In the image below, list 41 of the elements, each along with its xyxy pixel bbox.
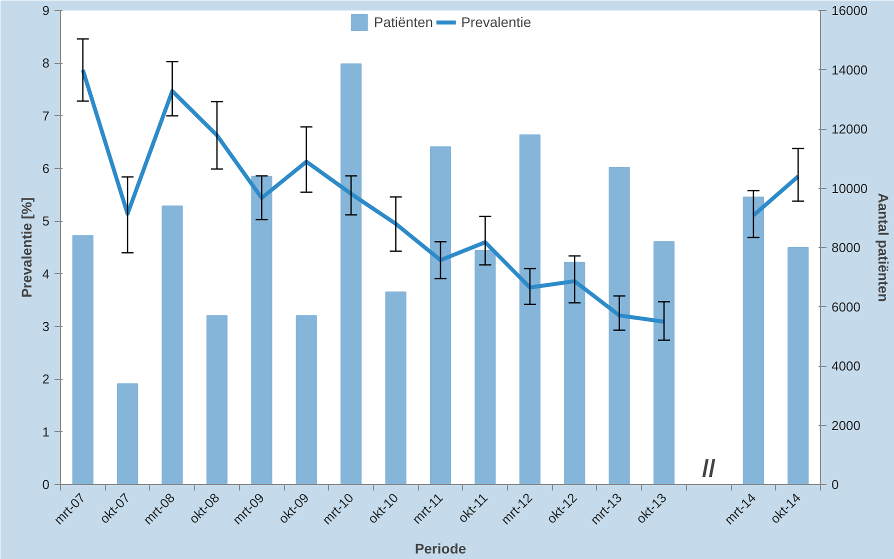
- y-tick-label: 7: [42, 108, 50, 124]
- bar: [296, 315, 317, 484]
- y2-tick-label: 6000: [832, 299, 860, 314]
- y2-tick-label: 14000: [832, 62, 868, 78]
- bar: [474, 250, 496, 484]
- y-tick-label: 3: [42, 319, 50, 334]
- bar: [162, 206, 183, 484]
- y-tick-label: 6: [42, 161, 50, 176]
- y2-axis-title: Aantal patiënten: [876, 193, 892, 302]
- bar: [385, 291, 406, 484]
- bar: [788, 247, 809, 484]
- annotation: //: [702, 456, 716, 482]
- bar: [72, 235, 94, 484]
- y2-tick-label: 10000: [832, 180, 868, 196]
- bar: [117, 383, 138, 484]
- legend-label: Prevalentie: [461, 14, 532, 30]
- y-tick-label: 4: [42, 266, 50, 282]
- legend-label: Patiënten: [374, 14, 434, 30]
- x-axis-title: Periode: [414, 540, 466, 557]
- y2-tick-label: 8000: [832, 240, 860, 255]
- y-tick-label: 8: [42, 56, 50, 71]
- y2-tick-label: 12000: [832, 122, 868, 136]
- y2-tick-label: 4000: [832, 358, 860, 374]
- y2-tick-label: 2000: [832, 418, 860, 433]
- bar: [742, 196, 764, 484]
- y2-tick-label: 16000: [832, 3, 868, 18]
- bar: [608, 167, 630, 484]
- y-axis-title: Prevalentie [%]: [18, 197, 34, 298]
- bar: [564, 262, 586, 484]
- y-tick-label: 5: [42, 214, 50, 229]
- y-tick-label: 2: [42, 372, 50, 387]
- bar: [251, 176, 272, 484]
- y-tick-label: 1: [42, 424, 50, 440]
- bar: [430, 146, 452, 484]
- y-tick-label: 0: [42, 477, 50, 492]
- bar: [206, 315, 228, 484]
- bar: [653, 241, 675, 484]
- y2-tick-label: 0: [832, 477, 839, 492]
- bar: [519, 134, 540, 484]
- y-tick-label: 9: [42, 3, 50, 18]
- bar: [340, 63, 362, 484]
